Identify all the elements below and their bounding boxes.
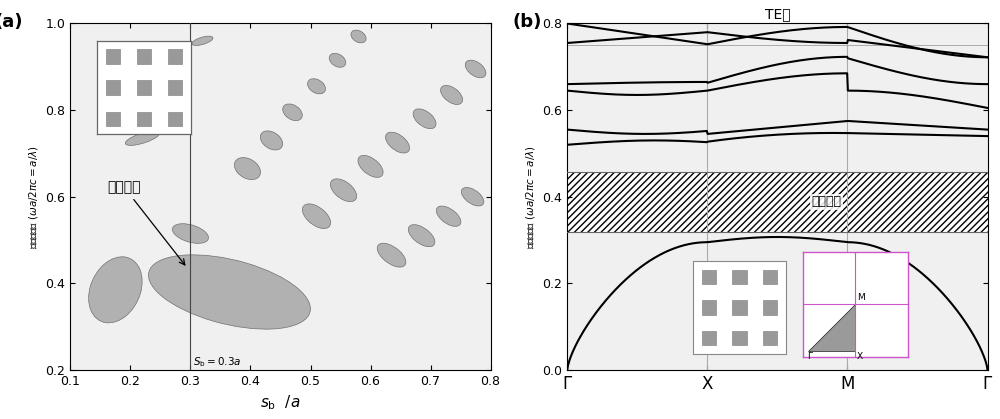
X-axis label: $s_{\mathrm{b}}$  $/a$: $s_{\mathrm{b}}$ $/a$ xyxy=(260,393,301,412)
Ellipse shape xyxy=(302,204,331,228)
Ellipse shape xyxy=(441,85,463,104)
Ellipse shape xyxy=(283,104,302,121)
Ellipse shape xyxy=(465,60,486,78)
Text: 光子带隙: 光子带隙 xyxy=(811,195,841,208)
Ellipse shape xyxy=(413,109,436,129)
Title: TE模: TE模 xyxy=(765,7,790,21)
Ellipse shape xyxy=(358,155,383,177)
Y-axis label: 归一化频率 ($\omega a/2\pi c$$=$$a/\lambda$): 归一化频率 ($\omega a/2\pi c$$=$$a/\lambda$) xyxy=(524,145,537,249)
Ellipse shape xyxy=(351,30,366,43)
Ellipse shape xyxy=(234,158,261,180)
Ellipse shape xyxy=(461,187,484,206)
Ellipse shape xyxy=(172,224,208,243)
Ellipse shape xyxy=(436,206,461,226)
Ellipse shape xyxy=(386,132,410,153)
Bar xyxy=(567,172,988,232)
Ellipse shape xyxy=(308,79,325,94)
Ellipse shape xyxy=(329,53,346,67)
Text: (a): (a) xyxy=(0,13,23,31)
Ellipse shape xyxy=(148,255,310,329)
Text: 最大带隙: 最大带隙 xyxy=(108,181,185,265)
Y-axis label: 归一化频率 ($\omega a/2\pi c$$=$$a/\lambda$): 归一化频率 ($\omega a/2\pi c$$=$$a/\lambda$) xyxy=(27,145,40,249)
Ellipse shape xyxy=(377,243,406,267)
Ellipse shape xyxy=(408,225,435,247)
Ellipse shape xyxy=(192,36,213,46)
Ellipse shape xyxy=(330,179,357,202)
Ellipse shape xyxy=(125,131,159,145)
Ellipse shape xyxy=(260,131,283,150)
Ellipse shape xyxy=(162,94,189,105)
Ellipse shape xyxy=(89,257,142,323)
Text: (b): (b) xyxy=(513,13,542,31)
Text: $S_{\mathrm{b}} = 0.3a$: $S_{\mathrm{b}} = 0.3a$ xyxy=(193,355,242,369)
